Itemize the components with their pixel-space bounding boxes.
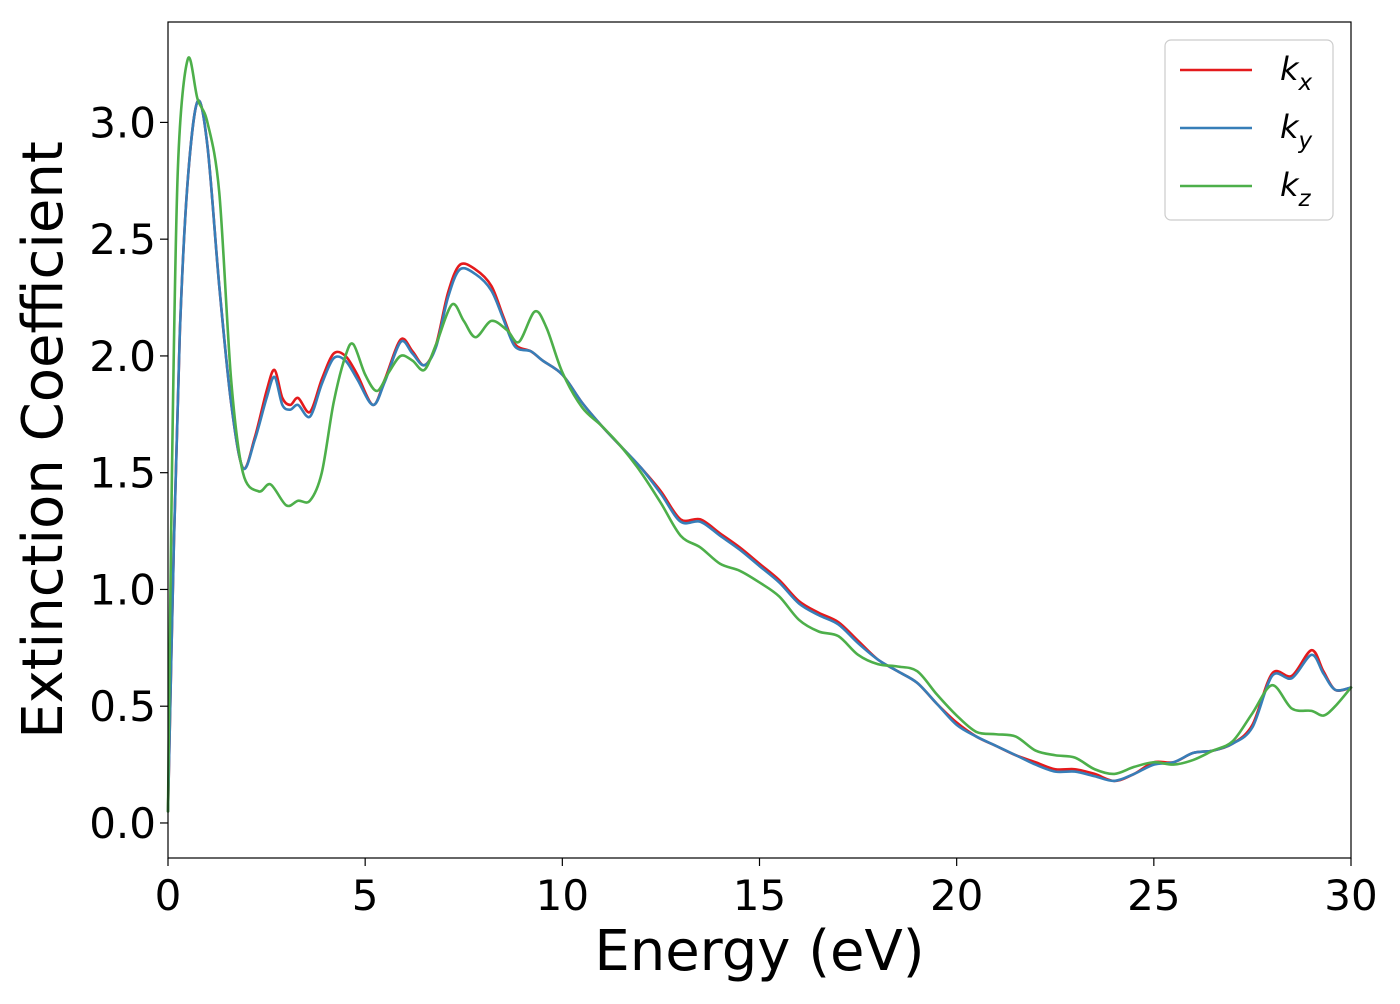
x-tick-label: 15 [733,871,786,920]
legend-label-subscript: y [1298,128,1313,154]
x-tick-label: 5 [352,871,379,920]
series-layer [166,56,1353,813]
x-tick-label: 20 [930,871,983,920]
y-axis-title: Extinction Coefficient [11,141,76,739]
y-tick-label: 3.0 [89,98,156,147]
legend-box [1164,39,1334,221]
x-tick-label: 25 [1127,871,1180,920]
x-axis-ticks: 0 5 10 15 20 25 30 [155,858,1378,920]
x-tick-label: 10 [536,871,589,920]
x-axis-title: Energy (eV) [594,919,924,984]
series-line-kz [166,56,1353,813]
y-tick-label: 1.5 [89,449,156,498]
x-tick-label: 30 [1324,871,1377,920]
y-tick-label: 0.5 [89,682,156,731]
y-tick-label: 2.5 [89,215,156,264]
y-axis-ticks: 0.0 0.5 1.0 1.5 2.0 2.5 3.0 [89,98,168,848]
y-tick-label: 0.0 [89,799,156,848]
y-tick-label: 1.0 [89,565,156,614]
plot-background [168,22,1351,858]
x-tick-label: 0 [155,871,182,920]
legend-label-subscript: z [1298,186,1312,212]
legend-label-subscript: x [1298,70,1313,96]
y-tick-label: 2.0 [89,332,156,381]
